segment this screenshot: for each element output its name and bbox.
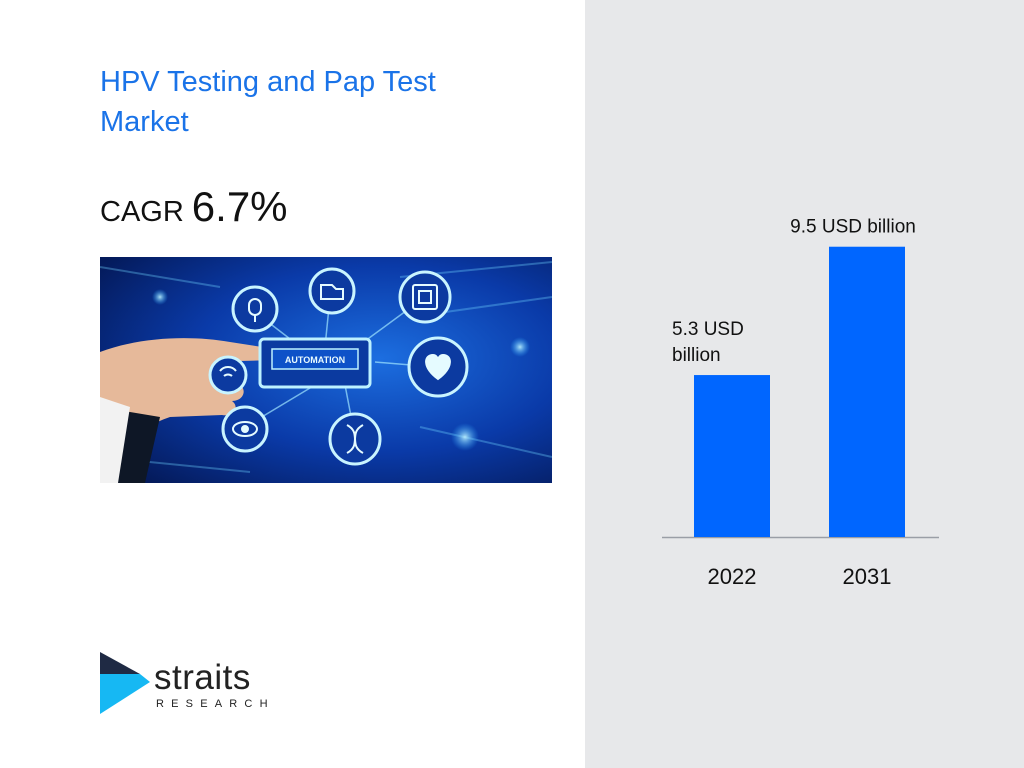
straits-logo-mark-icon <box>100 652 150 714</box>
logo-subtitle: RESEARCH <box>156 698 275 710</box>
logo-wordmark: straits <box>154 658 251 697</box>
microphone-icon <box>231 285 279 333</box>
x-tick-label-2031: 2031 <box>843 564 892 589</box>
data-label-2022: 5.3 USD billion <box>672 319 744 366</box>
automation-panel: AUTOMATION <box>258 337 372 389</box>
slide-title: HPV Testing and Pap Test Market <box>100 66 436 138</box>
bar-2022 <box>694 375 770 537</box>
bar-2031 <box>829 246 905 537</box>
x-tick-label-2022: 2022 <box>708 564 757 589</box>
folder-icon <box>308 267 356 315</box>
chart-panel <box>585 0 1024 768</box>
cagr-label: CAGR <box>100 196 184 228</box>
cagr-value: 6.7% <box>191 183 288 230</box>
cagr-stat: CAGR 6.7% <box>100 183 288 231</box>
automation-hero-image: AUTOMATION <box>100 257 552 483</box>
left-panel: HPV Testing and Pap Test Market CAGR 6.7% <box>100 66 552 716</box>
automation-panel-text: AUTOMATION <box>285 355 345 365</box>
chip-icon <box>398 270 452 324</box>
data-label-2031: 9.5 USD billion <box>790 217 916 238</box>
market-size-bar-chart: 5.3 USD billion 9.5 USD billion 2022 2031 <box>662 217 939 589</box>
straits-research-logo: straits RESEARCH <box>100 652 300 716</box>
